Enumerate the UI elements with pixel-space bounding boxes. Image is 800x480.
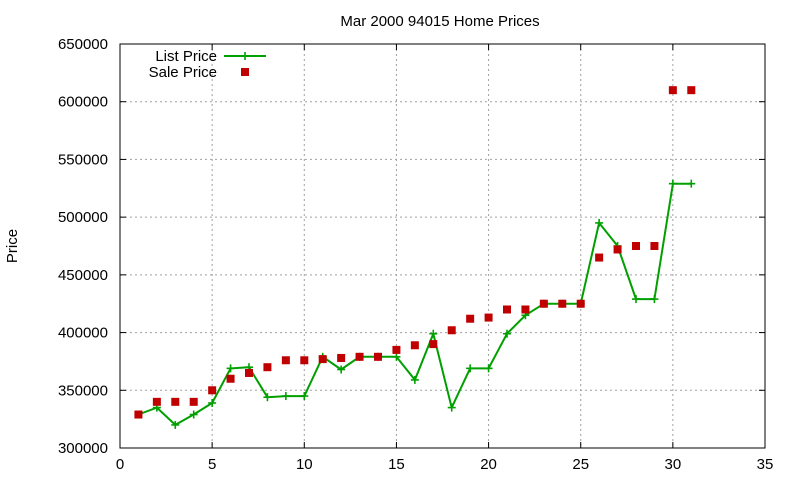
list-price-point bbox=[410, 375, 419, 384]
y-tick-label: 600000 bbox=[58, 94, 108, 111]
list-price-point bbox=[300, 392, 309, 401]
x-tick-label: 10 bbox=[296, 456, 313, 473]
grid bbox=[120, 44, 765, 448]
list-price-point bbox=[392, 352, 401, 361]
list-price-line bbox=[138, 182, 692, 427]
x-tick-label: 0 bbox=[116, 456, 124, 473]
y-tick-label: 300000 bbox=[58, 440, 108, 457]
sale-price-point bbox=[466, 314, 475, 323]
list-price-point bbox=[668, 179, 677, 188]
legend-sale-price-marker bbox=[241, 68, 249, 76]
list-price-point bbox=[208, 398, 217, 407]
list-price-point bbox=[650, 295, 659, 304]
list-price-point bbox=[281, 392, 290, 401]
sale-price-point bbox=[576, 299, 585, 308]
legend-list-price-marker bbox=[241, 52, 249, 60]
sale-price-point bbox=[281, 356, 290, 365]
list-price-point bbox=[189, 410, 198, 419]
sale-price-point bbox=[632, 242, 640, 250]
axis-ticks: 0 5 10 15 20 25 30 35 300000 350000 400000 450000 50… bbox=[58, 36, 773, 473]
x-tick-label: 35 bbox=[757, 456, 774, 473]
sale-price-point bbox=[134, 410, 143, 419]
list-price-point bbox=[337, 365, 346, 374]
list-price-point bbox=[466, 364, 475, 373]
sale-price-point bbox=[558, 299, 567, 308]
y-tick-label: 650000 bbox=[58, 36, 108, 53]
plot-frame bbox=[119, 43, 766, 449]
y-tick-label: 500000 bbox=[58, 209, 108, 226]
sale-price-point bbox=[226, 374, 235, 383]
x-tick-label: 30 bbox=[665, 456, 682, 473]
sale-price-point bbox=[392, 345, 401, 354]
sale-price-point bbox=[613, 245, 622, 254]
y-tick-label: 400000 bbox=[58, 325, 108, 342]
sale-price-point bbox=[208, 386, 217, 395]
legend: List Price Sale Price bbox=[149, 48, 266, 81]
list-price-point bbox=[226, 364, 235, 373]
x-tick-label: 5 bbox=[208, 456, 216, 473]
sale-price-point bbox=[374, 352, 382, 361]
sale-price-point bbox=[337, 353, 346, 362]
list-price-point bbox=[447, 403, 456, 412]
sale-price-point bbox=[171, 397, 180, 406]
sale-price-point bbox=[189, 397, 198, 406]
y-tick-label: 550000 bbox=[58, 151, 108, 168]
x-tick-label: 15 bbox=[388, 456, 405, 473]
list-price-point bbox=[429, 329, 438, 338]
list-price-point bbox=[171, 420, 180, 429]
y-tick-label: 450000 bbox=[58, 267, 108, 284]
sale-price-point bbox=[484, 313, 493, 322]
list-price-point bbox=[484, 364, 493, 373]
sale-price-point bbox=[668, 86, 677, 95]
sale-price-point bbox=[410, 341, 419, 350]
sale-price-point bbox=[521, 305, 530, 314]
x-tick-label: 20 bbox=[480, 456, 497, 473]
sale-price-point bbox=[152, 397, 161, 406]
series bbox=[134, 86, 696, 429]
sale-price-point bbox=[245, 368, 253, 377]
list-price-point bbox=[263, 393, 272, 402]
sale-price-point bbox=[503, 305, 511, 314]
sale-price-point bbox=[318, 355, 327, 364]
sale-price-point bbox=[447, 326, 456, 335]
list-price-point bbox=[503, 329, 511, 338]
sale-price-point bbox=[355, 352, 364, 361]
sale-price-point bbox=[650, 242, 659, 250]
x-tick-label: 25 bbox=[572, 456, 589, 473]
legend-label-list-price: List Price bbox=[155, 48, 217, 65]
y-tick-label: 350000 bbox=[58, 382, 108, 399]
y-axis-label: Price bbox=[4, 229, 21, 263]
sale-price-point bbox=[300, 356, 309, 365]
sale-price-point bbox=[687, 86, 696, 95]
sale-price-point bbox=[429, 340, 438, 349]
chart-title: Mar 2000 94015 Home Prices bbox=[340, 13, 539, 30]
list-price-point bbox=[595, 218, 604, 227]
list-price-point bbox=[687, 179, 696, 188]
sale-price-point bbox=[595, 253, 604, 262]
sale-price-point bbox=[263, 363, 272, 372]
legend-marks bbox=[224, 52, 266, 76]
legend-label-sale-price: Sale Price bbox=[149, 64, 217, 81]
list-price-point bbox=[632, 295, 640, 304]
sale-price-point bbox=[539, 299, 548, 308]
